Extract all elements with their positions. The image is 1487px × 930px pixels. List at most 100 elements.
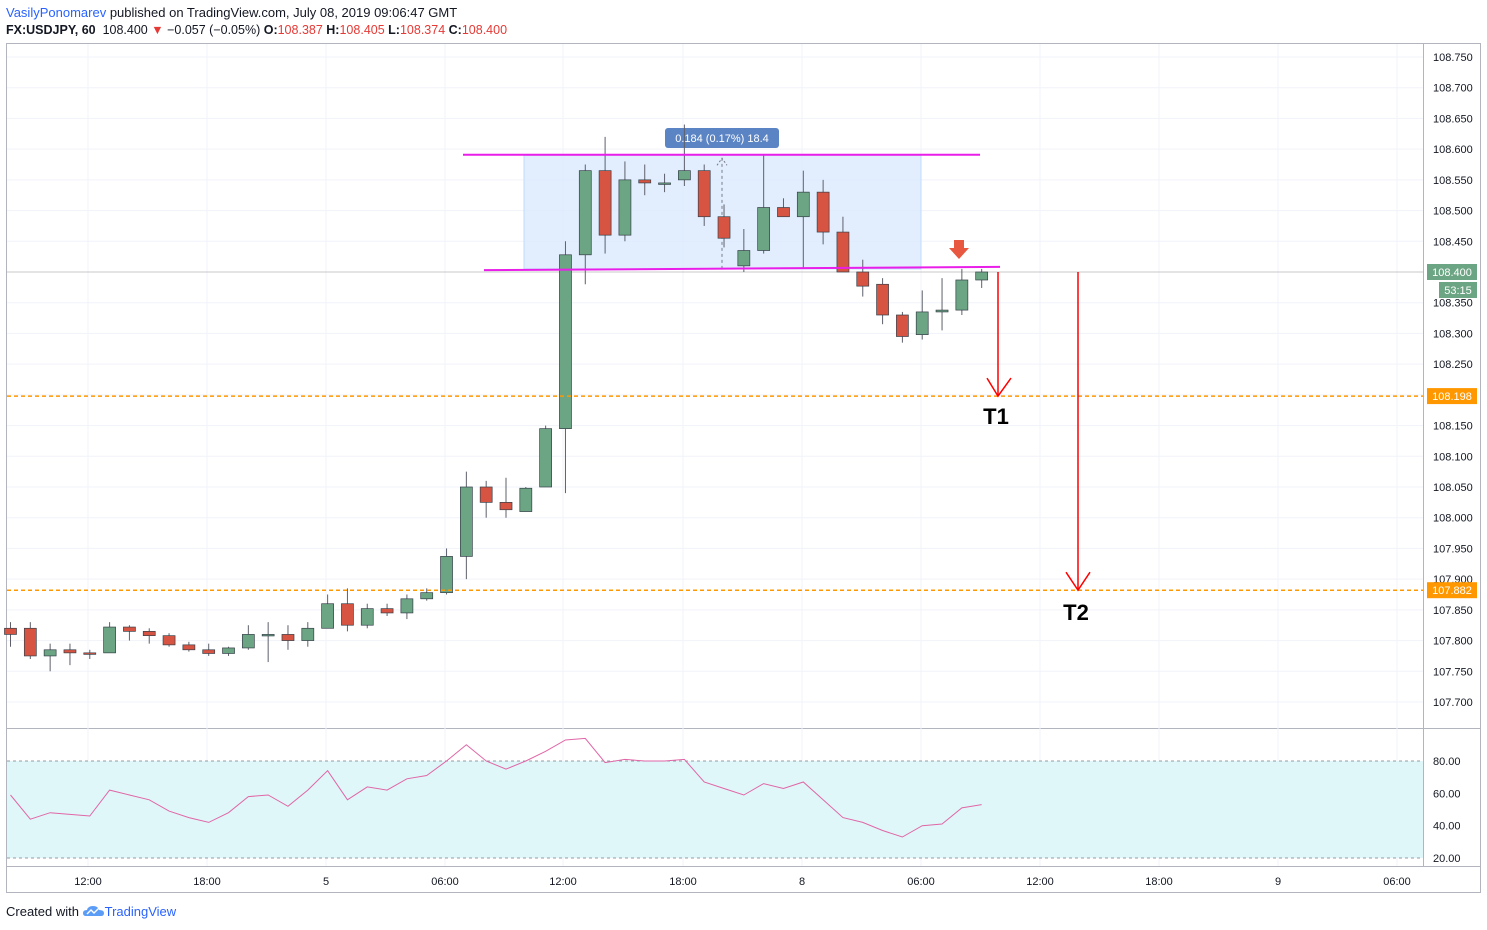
measure-arrow-icon — [716, 157, 728, 166]
price-tick-label: 108.650 — [1433, 113, 1473, 125]
time-tick-label: 9 — [1275, 876, 1281, 888]
candle-down — [380, 608, 394, 614]
target1-arrowhead-icon — [986, 377, 1012, 398]
candle-up — [935, 309, 949, 313]
candle-up — [301, 627, 315, 641]
symbol-label: FX:USDJPY, 60 — [6, 23, 96, 37]
candle-up — [578, 170, 592, 256]
close-label: C: — [448, 23, 462, 37]
time-tick-label: 12:00 — [1026, 876, 1054, 888]
candle-down — [63, 649, 77, 654]
candle-down — [83, 652, 97, 655]
price-tick-label: 108.150 — [1433, 421, 1473, 433]
time-tick-label: 12:00 — [74, 876, 102, 888]
countdown-label: 53:15 — [1444, 285, 1472, 297]
candle-down — [598, 170, 612, 236]
candle-up — [757, 207, 771, 251]
candle-down — [281, 634, 295, 641]
price-tick-label: 108.350 — [1433, 298, 1473, 310]
rsi-line — [10, 737, 982, 838]
candle-down — [876, 283, 889, 316]
candle-down — [479, 486, 493, 503]
candle-down — [4, 627, 17, 635]
candle-down — [499, 502, 513, 511]
candle-up — [737, 250, 751, 267]
open-label: O: — [263, 23, 278, 37]
time-tick-label: 06:00 — [431, 876, 459, 888]
price-tick-label: 108.700 — [1433, 83, 1473, 95]
candle-up — [43, 649, 57, 657]
candle-up — [796, 191, 810, 218]
candle-down — [23, 627, 37, 657]
measure-label-bg — [665, 128, 779, 148]
candle-down — [341, 603, 354, 626]
current-price-label: 108.400 — [1432, 267, 1472, 279]
price-tick-label: 108.750 — [1433, 52, 1473, 64]
candle-down — [717, 216, 731, 239]
price-tick-label: 107.700 — [1433, 697, 1473, 709]
change-arrow-icon: ▼ — [151, 23, 164, 37]
candle-down — [777, 207, 790, 218]
candle-down — [697, 170, 711, 218]
tradingview-cloud-icon — [82, 906, 104, 916]
time-tick-label: 06:00 — [907, 876, 935, 888]
candle-up — [103, 626, 116, 654]
candle-down — [856, 271, 870, 287]
price-tick-label: 107.950 — [1433, 543, 1473, 555]
current-price-tag — [1427, 264, 1477, 280]
level-price-tag — [1427, 388, 1477, 405]
price-tick-label: 108.550 — [1433, 175, 1473, 187]
author-link[interactable]: VasilyPonomarev — [6, 5, 107, 20]
price-tick-label: 107.800 — [1433, 636, 1473, 648]
candle-down — [182, 644, 196, 651]
candle-up — [222, 647, 235, 654]
time-tick-label: 18:00 — [1145, 876, 1173, 888]
countdown-tag — [1439, 282, 1477, 298]
candle-up — [460, 486, 473, 557]
price-tick-label: 108.300 — [1433, 328, 1473, 340]
low-label: L: — [388, 23, 400, 37]
low-value: 108.374 — [399, 23, 446, 37]
rsi-tick-label: 80.00 — [1433, 756, 1461, 768]
target2-arrowhead-icon — [1065, 571, 1091, 592]
rsi-tick-label: 20.00 — [1433, 853, 1461, 865]
time-tick-label: 06:00 — [1383, 876, 1411, 888]
candle-down — [202, 649, 216, 654]
candle-down — [896, 314, 909, 337]
candle-up — [261, 634, 275, 637]
high-label: H: — [326, 23, 340, 37]
tradingview-link[interactable]: TradingView — [104, 904, 177, 919]
price-tick-label: 108.500 — [1433, 206, 1473, 218]
rsi-band — [7, 761, 1423, 858]
candles — [4, 124, 989, 672]
publish-info: VasilyPonomarev published on TradingView… — [6, 5, 457, 21]
open-value: 108.387 — [277, 23, 323, 37]
price-tick-label: 108.100 — [1433, 451, 1473, 463]
candle-up — [678, 170, 691, 181]
grid — [7, 44, 1423, 866]
candle-up — [955, 279, 969, 311]
target1-label: T1 — [983, 404, 1009, 429]
time-tick-label: 5 — [323, 876, 329, 888]
published-text: published on TradingView.com, July 08, 2… — [106, 5, 458, 20]
price-tick-label: 108.050 — [1433, 482, 1473, 494]
drawings: T1 T2 — [7, 153, 1423, 625]
rsi-pane[interactable] — [7, 737, 1423, 859]
last-price: 108.400 — [102, 23, 148, 37]
time-tick-label: 8 — [799, 876, 805, 888]
candle-up — [539, 428, 552, 488]
time-tick-label: 18:00 — [193, 876, 221, 888]
candle-up — [519, 487, 533, 512]
time-axis[interactable]: 12:00 18:00 5 06:00 12:00 18:00 8 06:00 12:00 18:… — [74, 876, 1411, 888]
candle-down — [836, 231, 850, 273]
main-pane-frame — [6, 43, 1481, 893]
footer: Created with TradingView — [6, 904, 176, 920]
time-tick-label: 18:00 — [669, 876, 697, 888]
candle-down — [142, 631, 156, 637]
candle-down — [162, 635, 176, 646]
candle-up — [915, 311, 929, 336]
candle-up — [658, 182, 671, 185]
price-axis[interactable]: 108.750 108.700 108.650 108.600 108.550 108.5… — [1427, 52, 1477, 865]
candle-up — [360, 608, 374, 626]
